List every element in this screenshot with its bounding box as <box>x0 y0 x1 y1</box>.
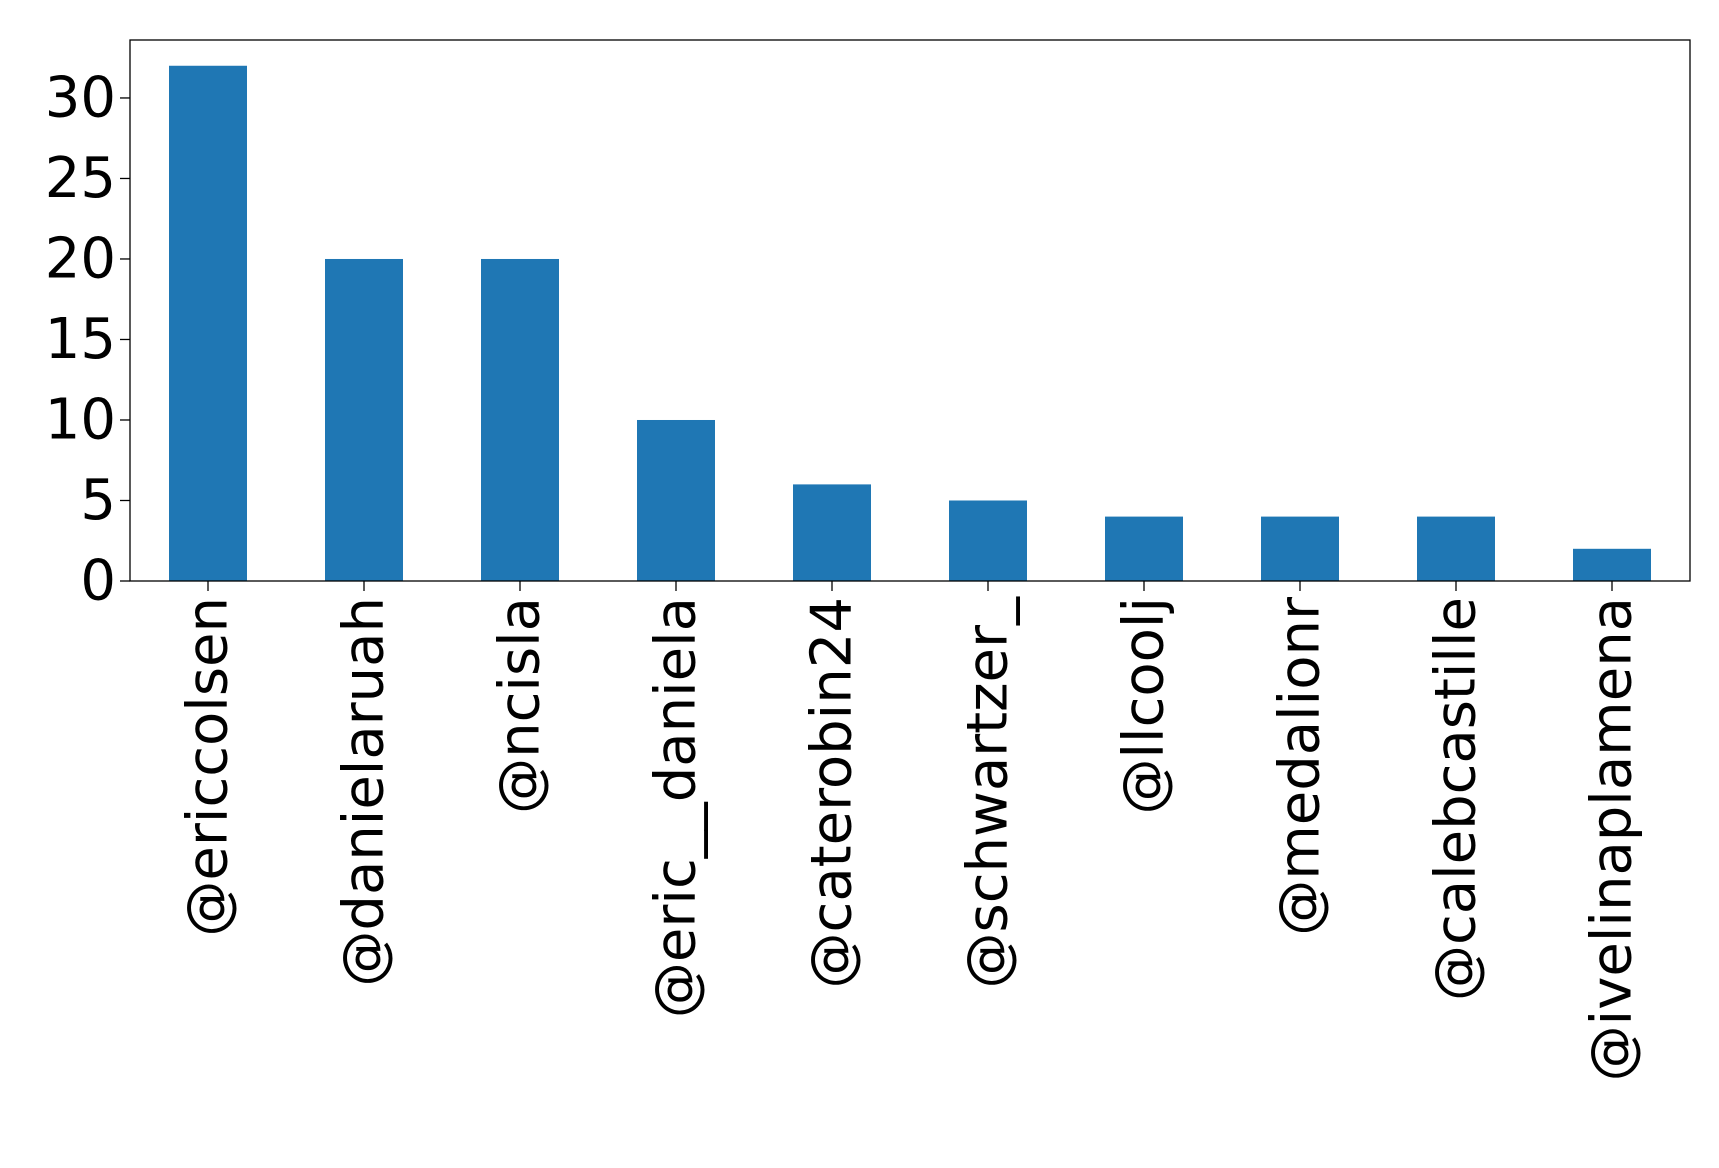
y-tick-label-4: 20 <box>45 226 116 291</box>
bar-7 <box>1261 516 1339 581</box>
y-tick-label-6: 30 <box>45 65 116 130</box>
x-tick-label-7: @medalionr <box>1268 596 1333 936</box>
bar-9 <box>1573 548 1651 581</box>
bar-8 <box>1417 516 1495 581</box>
x-tick-label-8: @calebcastille <box>1424 597 1489 1001</box>
y-tick-label-3: 15 <box>45 307 116 372</box>
x-tick-label-6: @llcoolj <box>1112 597 1177 815</box>
x-axis: @ericcolsen @danielaruah @ncisla @eric__dan… <box>176 581 1645 1081</box>
bar-6 <box>1105 516 1183 581</box>
x-tick-label-2: @ncisla <box>488 597 553 814</box>
y-tick-label-5: 25 <box>45 146 116 211</box>
plot-frame <box>129 39 1691 582</box>
bar-4 <box>793 484 871 581</box>
y-tick-label-2: 10 <box>45 387 116 452</box>
x-tick-label-1: @danielaruah <box>332 597 397 987</box>
bars-group <box>169 65 1651 581</box>
x-tick-label-0: @ericcolsen <box>176 597 241 937</box>
bar-2 <box>481 258 559 581</box>
y-axis: 0 5 10 15 20 25 30 <box>45 65 130 614</box>
x-tick-label-3: @eric__daniela <box>644 597 709 1018</box>
bar-5 <box>949 500 1027 581</box>
bar-3 <box>637 419 715 581</box>
x-tick-label-4: @caterobin24 <box>800 597 865 988</box>
x-tick-label-9: @ivelinaplamena <box>1580 597 1645 1081</box>
x-tick-label-5: @schwartzer_ <box>956 596 1021 988</box>
bar-0 <box>169 65 247 581</box>
y-tick-label-0: 0 <box>80 549 116 614</box>
bar-1 <box>325 258 403 581</box>
y-tick-label-1: 5 <box>80 468 116 533</box>
